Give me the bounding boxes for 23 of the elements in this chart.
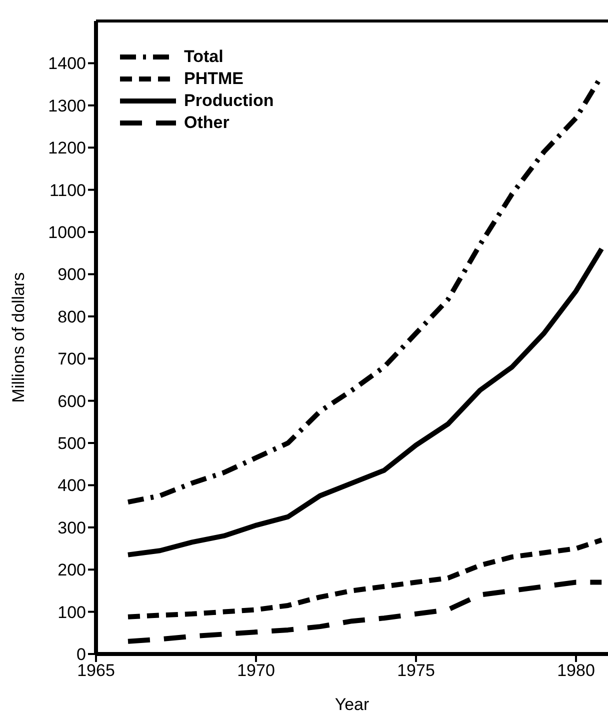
x-tick-label: 1975 xyxy=(397,661,435,680)
y-tick-label: 1100 xyxy=(49,180,86,200)
legend-label: Other xyxy=(184,112,230,134)
x-axis-title: Year xyxy=(334,695,370,714)
y-tick-label: 700 xyxy=(58,350,86,369)
x-tick-label: 1970 xyxy=(237,661,275,680)
y-tick-label: 800 xyxy=(58,307,86,326)
y-tick-label: 1400 xyxy=(48,54,86,74)
y-tick-label: 1000 xyxy=(48,223,86,242)
y-tick-label: 1300 xyxy=(48,96,86,116)
y-tick-label: 1200 xyxy=(48,138,86,158)
y-tick-label: 200 xyxy=(58,560,86,580)
legend-label: Total xyxy=(184,46,224,68)
y-tick-label: 300 xyxy=(58,518,86,538)
legend-label: Production xyxy=(184,90,274,112)
y-tick-label: 500 xyxy=(58,434,86,454)
x-tick-label: 1980 xyxy=(557,661,595,680)
y-tick-label: 400 xyxy=(58,476,86,496)
y-tick-label: 100 xyxy=(58,602,86,622)
y-tick-label: 900 xyxy=(58,265,86,284)
legend-label: PHTME xyxy=(184,68,244,90)
y-axis-title: Millions of dollars xyxy=(9,272,28,403)
y-tick-label: 600 xyxy=(58,392,86,411)
